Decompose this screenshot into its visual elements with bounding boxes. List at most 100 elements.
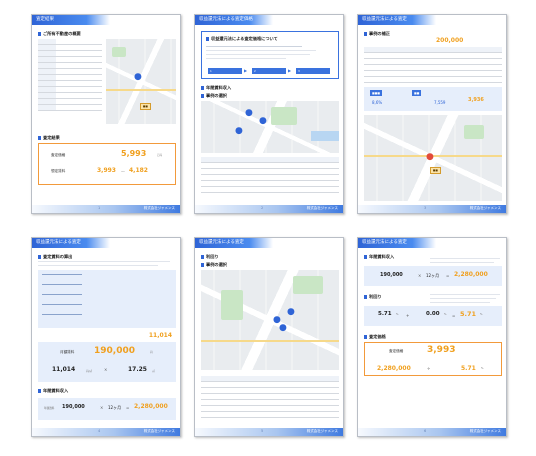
map-pin-icon: ● <box>259 116 267 126</box>
corrected-value: 200,000 <box>436 37 464 44</box>
final-income: 2,280,000 <box>377 365 411 372</box>
result-label: 査定価格 <box>51 153 66 157</box>
section-title: 事例の補正 <box>364 31 390 37</box>
step-1: 1 <box>208 68 242 74</box>
property-map[interactable]: ● ■■ <box>106 39 176 124</box>
page-number: 3 <box>424 206 427 210</box>
page-header: 収益還元法による査定 <box>195 238 273 248</box>
section-title: 事例の選択 <box>201 262 227 268</box>
page-header: 収益還元法による査定価格 <box>195 15 273 25</box>
pct-unit: % <box>480 313 483 316</box>
yield-value: 5.71 <box>378 311 392 317</box>
annual-multiplier: 12ヶ月 <box>108 405 122 410</box>
flow-result: 3,936 <box>468 97 484 103</box>
rent-comparables <box>38 270 176 328</box>
area-unit: ㎡ <box>152 370 155 373</box>
report-page-3: 収益還元法による査定 事例の補正 200,000 ■■■ 8,6% ■■ 7,5… <box>357 14 507 214</box>
section-title: 査定賃料の算出 <box>38 254 72 260</box>
page-header: 収益還元法による査定 <box>358 238 436 248</box>
pct-unit: % <box>444 313 447 316</box>
step-2: 2 <box>252 68 286 74</box>
result-value: 5,993 <box>121 149 147 158</box>
map-pin-icon: ● <box>245 108 253 118</box>
property-table <box>38 39 102 111</box>
section-title: 利回り <box>364 294 382 300</box>
flow-value: 7,559 <box>434 100 446 105</box>
explanation-box: 収益還元法による査定価格について 1 ▶ 2 ▶ 3 <box>201 31 339 79</box>
rent-unit: 円 <box>150 351 153 354</box>
section-title: 収益還元法による査定価格について <box>206 36 278 42</box>
section-title: 査定結果 <box>38 135 60 141</box>
page-number: 6 <box>424 429 427 433</box>
rent-label: 月額賃料 <box>60 350 75 354</box>
section-title: 利回り <box>201 254 219 260</box>
page-header: 収益還元法による査定 <box>32 238 110 248</box>
yield-row: 5.71 % + 0.00 % = 5.71 % <box>364 306 502 326</box>
step-3: 3 <box>296 68 330 74</box>
result-label: 想定賃料 <box>51 169 66 173</box>
page-footer: 4 株式会社ジャメンス <box>32 428 180 436</box>
pct-unit: % <box>396 313 399 316</box>
range-separator: 〜 <box>121 169 125 174</box>
yield-value: 0.00 <box>426 311 440 317</box>
page-number: 1 <box>98 206 101 210</box>
annual-rent-row: 年額賃料 190,000 × 12ヶ月 = 2,280,000 <box>38 398 176 420</box>
annual-rent-row: 190,000 × 12ヶ月 = 2,280,000 <box>364 266 502 286</box>
report-page-6: 収益還元法による査定 年間賃料収入 190,000 × 12ヶ月 = 2,280… <box>357 237 507 437</box>
annual-value: 190,000 <box>62 404 85 410</box>
section-title: 事例の選択 <box>201 93 227 99</box>
company-name: 株式会社ジャメンス <box>306 206 338 210</box>
map-pin-icon: ● <box>235 126 243 136</box>
result-box: 査定価格 5,993 万円 想定賃料 3,993 〜 4,182 <box>38 143 176 185</box>
section-title: 年間賃料収入 <box>38 388 68 394</box>
area-value: 11,014 <box>52 366 76 373</box>
map-pin-icon: ● <box>426 152 434 162</box>
page-footer: 5 株式会社ジャメンス <box>195 428 343 436</box>
annual-multiplier: 12ヶ月 <box>426 273 440 278</box>
area-unit: 円/㎡ <box>86 370 93 373</box>
total-value: 11,014 <box>148 332 172 339</box>
company-name: 株式会社ジャメンス <box>469 429 501 433</box>
section-title: ご所有不動産の概要 <box>38 31 81 37</box>
pct-unit: % <box>481 367 484 370</box>
annual-label: 年額賃料 <box>44 407 55 410</box>
map-pin-icon: ● <box>287 307 295 317</box>
correction-map[interactable]: ● ■■ <box>364 115 502 201</box>
rent-summary: 月額賃料 190,000 円 11,014 円/㎡ × 17.25 ㎡ <box>38 342 176 382</box>
correction-table <box>364 47 502 83</box>
yield-result: 5.71 <box>460 310 477 318</box>
section-title: 年間賃料収入 <box>201 85 231 91</box>
section-title: 年間賃料収入 <box>364 254 394 260</box>
final-label: 査定価格 <box>389 349 404 353</box>
yield-map[interactable]: ● ● ● <box>201 270 339 370</box>
comparables-map[interactable]: ● ● ● <box>201 101 339 153</box>
page-header: 収益還元法による査定 <box>358 15 436 25</box>
report-page-4: 収益還元法による査定 査定賃料の算出 11,014 月額賃料 190,000 円… <box>31 237 181 437</box>
final-yield: 5.71 <box>461 365 476 372</box>
area-value: 17.25 <box>128 366 147 373</box>
map-pin-icon: ● <box>279 323 287 333</box>
annual-result: 2,280,000 <box>454 271 488 278</box>
page-footer: 6 株式会社ジャメンス <box>358 428 506 436</box>
page-number: 2 <box>261 206 264 210</box>
final-price-box: 査定価格 3,993 2,280,000 ÷ 5.71 % <box>364 342 502 376</box>
page-header: 査定結果 <box>32 15 110 25</box>
page-footer: 2 株式会社ジャメンス <box>195 205 343 213</box>
rent-value: 190,000 <box>94 346 135 356</box>
map-label-tag: ■■ <box>430 167 441 174</box>
report-page-2: 収益還元法による査定価格 収益還元法による査定価格について 1 ▶ 2 ▶ 3 … <box>194 14 344 214</box>
correction-flow: ■■■ 8,6% ■■ 7,559 3,936 <box>364 87 502 111</box>
annual-result: 2,280,000 <box>134 403 168 410</box>
page-number: 4 <box>98 429 101 433</box>
yield-table <box>201 376 339 418</box>
company-name: 株式会社ジャメンス <box>143 429 175 433</box>
section-title: 査定価格 <box>364 334 386 340</box>
report-page-5: 収益還元法による査定 利回り 事例の選択 ● ● ● 5 株式会社ジャメンス <box>194 237 344 437</box>
page-footer: 1 株式会社ジャメンス <box>32 205 180 213</box>
page-number: 5 <box>261 429 264 433</box>
comparables-table <box>201 157 339 193</box>
page-footer: 3 株式会社ジャメンス <box>358 205 506 213</box>
flow-value: 8,6% <box>372 100 383 105</box>
report-page-1: 査定結果 ご所有不動産の概要 ● ■■ 査定結果 査定価格 5,993 万円 想… <box>31 14 181 214</box>
company-name: 株式会社ジャメンス <box>306 429 338 433</box>
